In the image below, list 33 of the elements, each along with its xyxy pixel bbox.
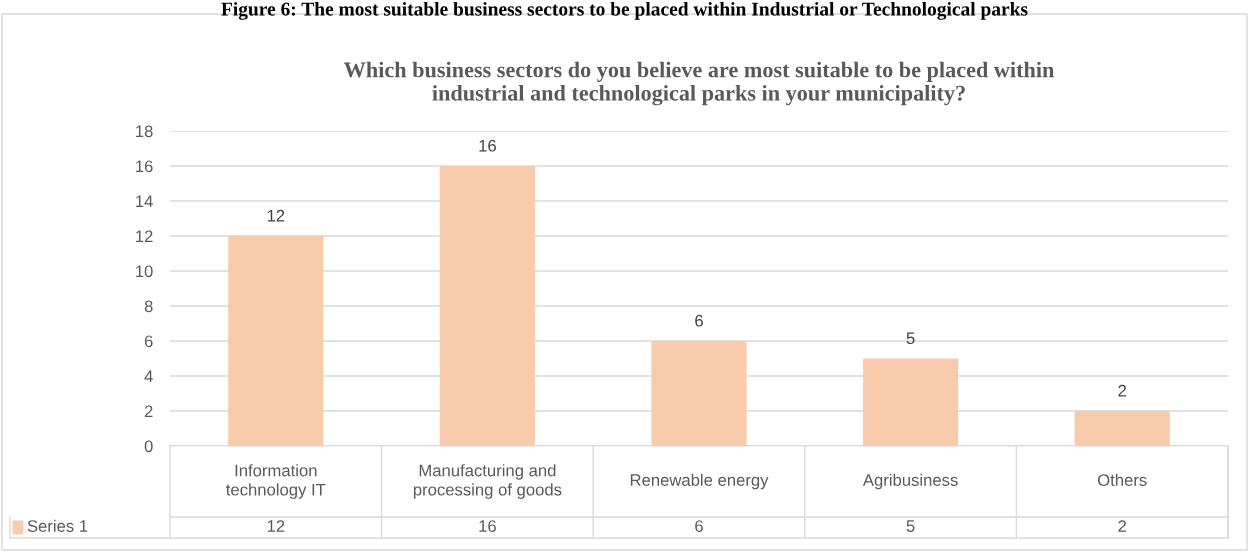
text: 6 <box>695 520 703 532</box>
chart-title: Which business sectors do you believe are most suitable to be placed within industrial and technological parks in your municipality? <box>343 61 1055 106</box>
bar <box>1074 411 1170 446</box>
y-tick-label: 0 <box>144 440 153 453</box>
y-tick-label: 12 <box>136 230 153 243</box>
text: 5 <box>906 520 915 532</box>
y-tick-label: 18 <box>136 125 153 138</box>
y-tick-label: 14 <box>136 195 153 208</box>
y-tick-label: 2 <box>144 405 153 418</box>
y-tick-label: 16 <box>136 160 153 173</box>
text: 16 <box>479 520 496 532</box>
data-label: 16 <box>479 139 496 152</box>
y-tick-label: 4 <box>144 370 153 383</box>
text: 2 <box>1118 520 1126 532</box>
data-label: 5 <box>906 332 915 345</box>
y-tick-label: 10 <box>136 265 153 278</box>
text: 12 <box>267 520 285 532</box>
x-tick-label: Renewable energy <box>630 473 769 490</box>
bar <box>228 236 324 446</box>
data-label: 2 <box>1118 384 1126 397</box>
x-tick-label: Others <box>1097 473 1147 486</box>
x-tick-label: Manufacturing and processing of goods <box>413 464 562 499</box>
bar <box>439 166 536 446</box>
y-tick-label: 6 <box>144 335 153 348</box>
caption: Figure 6: The most suitable business sectors to be placed within Industrial or Technological parks <box>221 2 1028 20</box>
bar <box>862 358 959 446</box>
bar <box>651 341 747 446</box>
x-tick-label: Agribusiness <box>862 473 958 490</box>
data-label: 12 <box>267 209 285 222</box>
legend-label: Series 1 <box>27 519 88 532</box>
data-label: 6 <box>695 314 703 327</box>
x-tick-label: Information technology IT <box>226 464 326 499</box>
y-tick-label: 8 <box>144 300 153 313</box>
